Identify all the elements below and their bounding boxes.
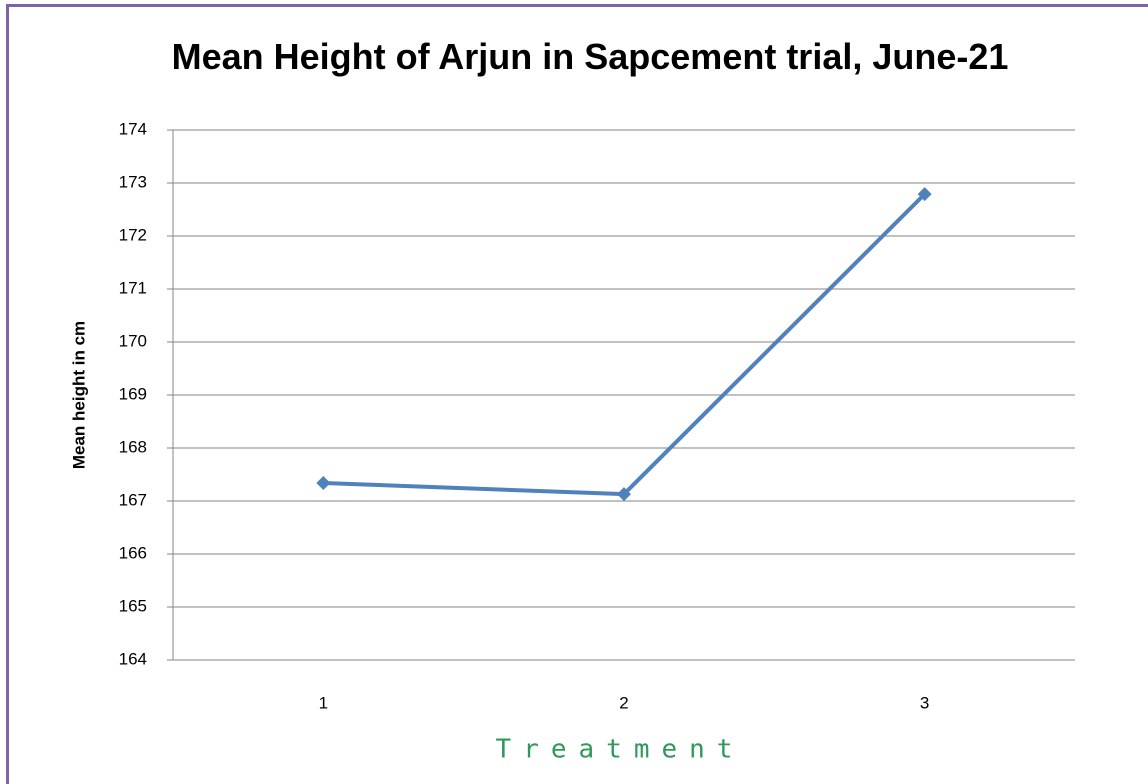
y-tick-label: 171 (119, 278, 147, 297)
chart-title: Mean Height of Arjun in Sapcement trial,… (171, 36, 1009, 77)
marker (617, 487, 631, 502)
y-tick-label: 169 (119, 384, 147, 403)
x-tick-label: 2 (619, 693, 628, 712)
y-tick-label: 174 (119, 119, 147, 138)
line (323, 192, 927, 497)
marker (917, 187, 932, 202)
y-tick-label: 173 (119, 172, 147, 191)
y-tick-label: 167 (119, 490, 147, 509)
marker (316, 475, 331, 490)
x-tick-label: 3 (920, 693, 929, 712)
y-tick-label: 170 (119, 331, 147, 350)
y-tick-label: 172 (119, 225, 147, 244)
y-tick-label: 164 (119, 649, 147, 668)
x-tick-label: 1 (319, 693, 328, 712)
frame (6, 4, 1148, 784)
y-tick-label: 166 (119, 543, 147, 562)
y-tick-label: 168 (119, 437, 147, 456)
y-tick-label: 165 (119, 596, 147, 615)
y-axis-label: Mean height in cm (69, 321, 88, 469)
x-axis-label: Treatment (496, 735, 745, 765)
